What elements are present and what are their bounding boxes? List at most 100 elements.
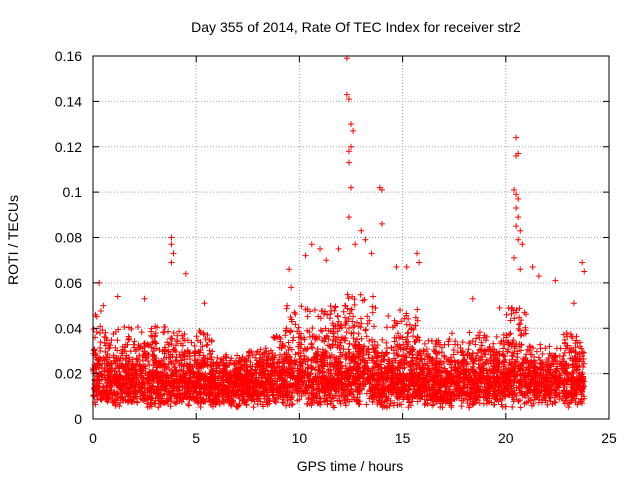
data-point: [303, 346, 310, 353]
data-point: [433, 355, 440, 362]
data-point: [327, 311, 334, 318]
data-point: [394, 330, 401, 337]
data-point: [270, 392, 277, 399]
data-point: [365, 365, 372, 372]
data-point: [292, 321, 299, 328]
data-point: [118, 394, 125, 401]
data-point: [127, 348, 134, 355]
data-point: [470, 400, 477, 407]
data-point: [309, 345, 316, 352]
data-point: [452, 338, 459, 345]
data-point: [405, 329, 412, 336]
data-point: [507, 317, 514, 324]
data-point: [90, 326, 97, 333]
data-point: [346, 340, 353, 347]
data-point: [370, 293, 377, 300]
data-point: [552, 399, 559, 406]
data-point: [562, 345, 569, 352]
data-point: [298, 303, 305, 310]
data-point: [546, 343, 553, 350]
data-point: [357, 291, 364, 298]
data-point: [340, 308, 347, 315]
data-point: [337, 339, 344, 346]
data-point: [134, 324, 141, 331]
data-point: [97, 307, 104, 314]
data-point: [123, 352, 130, 359]
data-point: [364, 313, 371, 320]
data-point: [436, 369, 443, 376]
data-point: [441, 365, 448, 372]
data-point: [474, 349, 481, 356]
data-point: [315, 363, 322, 370]
data-point: [372, 348, 379, 355]
data-point: [309, 325, 316, 332]
data-point: [469, 401, 476, 408]
data-point: [517, 404, 524, 411]
data-point: [454, 341, 461, 348]
data-point: [362, 326, 369, 333]
data-point: [508, 310, 515, 317]
data-point: [511, 315, 518, 322]
data-point: [414, 306, 421, 313]
data-point: [110, 352, 117, 359]
data-point: [355, 330, 362, 337]
data-point: [397, 307, 404, 314]
data-point: [366, 338, 373, 345]
data-point: [262, 345, 269, 352]
data-point: [364, 320, 371, 327]
data-point: [105, 345, 112, 352]
data-point: [346, 325, 353, 332]
data-points: [90, 55, 588, 411]
data-point: [108, 395, 115, 402]
data-point: [517, 347, 524, 354]
data-point: [556, 360, 563, 367]
data-point: [130, 341, 137, 348]
data-point: [353, 319, 360, 326]
data-point: [510, 307, 517, 314]
data-point: [197, 339, 204, 346]
data-point: [101, 357, 108, 364]
data-point: [522, 327, 529, 334]
data-point: [507, 361, 514, 368]
data-point: [343, 329, 350, 336]
data-point: [449, 330, 456, 337]
data-point: [324, 311, 331, 318]
data-point: [311, 332, 318, 339]
data-point: [516, 327, 523, 334]
data-point: [513, 306, 520, 313]
data-point: [172, 400, 179, 407]
data-point: [257, 398, 264, 405]
data-point: [350, 313, 357, 320]
data-point: [335, 318, 342, 325]
data-point: [477, 356, 484, 363]
data-point: [200, 330, 207, 337]
data-point: [173, 354, 180, 361]
data-point: [197, 329, 204, 336]
data-point: [196, 327, 203, 334]
data-point: [176, 328, 183, 335]
data-point: [116, 358, 123, 365]
data-point: [472, 341, 479, 348]
data-point: [412, 314, 419, 321]
data-point: [292, 351, 299, 358]
data-point: [233, 357, 240, 364]
data-point: [560, 352, 567, 359]
data-point: [207, 401, 214, 408]
data-point: [490, 340, 497, 347]
data-point: [140, 392, 147, 399]
data-point: [565, 404, 572, 411]
data-point: [493, 333, 500, 340]
data-point: [102, 329, 109, 336]
data-point: [518, 317, 525, 324]
data-point: [459, 339, 466, 346]
data-point: [304, 306, 311, 313]
data-point: [516, 305, 523, 312]
data-point: [465, 346, 472, 353]
data-point: [320, 310, 327, 317]
data-point: [414, 333, 421, 340]
data-point: [539, 350, 546, 357]
data-point: [304, 313, 311, 320]
data-point: [556, 396, 563, 403]
data-point: [161, 323, 168, 330]
